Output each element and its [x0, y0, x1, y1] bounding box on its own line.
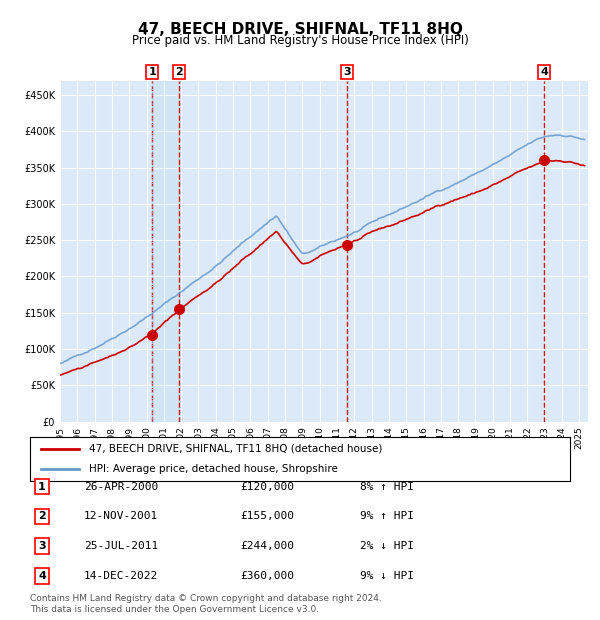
- Text: 9% ↓ HPI: 9% ↓ HPI: [360, 571, 414, 581]
- Text: 2% ↓ HPI: 2% ↓ HPI: [360, 541, 414, 551]
- Text: HPI: Average price, detached house, Shropshire: HPI: Average price, detached house, Shro…: [89, 464, 338, 474]
- Text: £244,000: £244,000: [240, 541, 294, 551]
- Text: 4: 4: [540, 67, 548, 77]
- Text: Contains HM Land Registry data © Crown copyright and database right 2024.
This d: Contains HM Land Registry data © Crown c…: [30, 595, 382, 614]
- Text: 25-JUL-2011: 25-JUL-2011: [84, 541, 158, 551]
- Text: 9% ↑ HPI: 9% ↑ HPI: [360, 512, 414, 521]
- Text: 2: 2: [38, 512, 46, 521]
- Text: £155,000: £155,000: [240, 512, 294, 521]
- Text: 8% ↑ HPI: 8% ↑ HPI: [360, 482, 414, 492]
- Text: 1: 1: [38, 482, 46, 492]
- Text: 14-DEC-2022: 14-DEC-2022: [84, 571, 158, 581]
- Text: 3: 3: [38, 541, 46, 551]
- Text: 1: 1: [148, 67, 156, 77]
- Text: 2: 2: [175, 67, 183, 77]
- Text: 12-NOV-2001: 12-NOV-2001: [84, 512, 158, 521]
- Text: £120,000: £120,000: [240, 482, 294, 492]
- Text: 3: 3: [343, 67, 350, 77]
- Text: 26-APR-2000: 26-APR-2000: [84, 482, 158, 492]
- Text: 4: 4: [38, 571, 46, 581]
- Text: 47, BEECH DRIVE, SHIFNAL, TF11 8HQ: 47, BEECH DRIVE, SHIFNAL, TF11 8HQ: [137, 22, 463, 37]
- Bar: [152, 81, 179, 422]
- Text: 47, BEECH DRIVE, SHIFNAL, TF11 8HQ (detached house): 47, BEECH DRIVE, SHIFNAL, TF11 8HQ (deta…: [89, 444, 383, 454]
- Text: £360,000: £360,000: [240, 571, 294, 581]
- Text: Price paid vs. HM Land Registry's House Price Index (HPI): Price paid vs. HM Land Registry's House …: [131, 34, 469, 47]
